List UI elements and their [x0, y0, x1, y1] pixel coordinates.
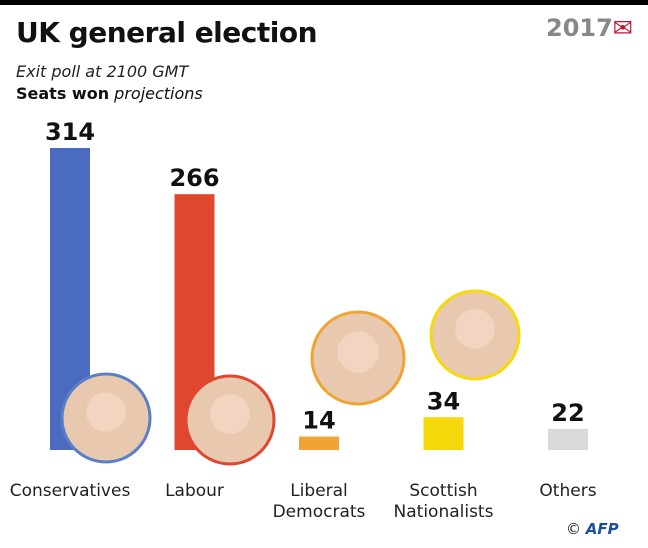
category-label: Conservatives	[10, 481, 131, 501]
portrait-face	[455, 309, 495, 349]
bar-4	[548, 428, 588, 450]
category-label: Liberal	[290, 481, 348, 501]
category-label: Others	[539, 481, 596, 501]
logo-year: 2017	[546, 14, 613, 42]
portrait-face	[86, 392, 126, 432]
category-label: Labour	[165, 481, 224, 501]
top-bar	[0, 0, 648, 5]
portrait-face	[337, 331, 379, 373]
bar-2	[299, 436, 339, 450]
credit: © AFP	[566, 520, 619, 538]
measure-bold: Seats won	[16, 84, 110, 103]
value-label: 266	[169, 164, 219, 192]
chart-title: UK general election	[16, 16, 318, 49]
bar-3	[423, 417, 464, 450]
copyright-symbol: ©	[566, 520, 581, 538]
portrait-face	[210, 394, 250, 434]
agency-logo: AFP	[585, 520, 619, 538]
envelope-flag-icon: ✉	[612, 14, 633, 42]
chart-measure: Seats won projections	[16, 84, 203, 103]
category-label: Nationalists	[394, 502, 494, 522]
measure-italic: projections	[114, 84, 203, 103]
value-label: 34	[427, 387, 460, 415]
election-logo: 2017✉	[546, 14, 633, 42]
value-label: 22	[551, 399, 584, 427]
chart-subtitle: Exit poll at 2100 GMT	[16, 62, 189, 81]
category-label: Democrats	[273, 502, 366, 522]
value-label: 314	[45, 118, 95, 146]
category-label: Scottish	[409, 481, 477, 501]
value-label: 14	[302, 407, 335, 435]
